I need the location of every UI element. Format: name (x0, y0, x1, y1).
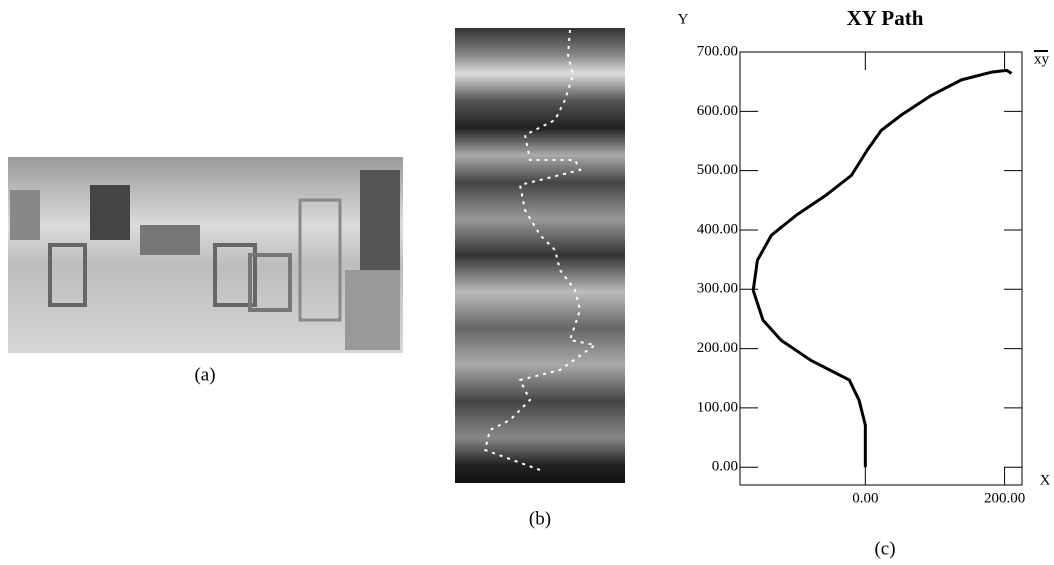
y-tick-label: 100.00 (697, 399, 738, 415)
xy-path (751, 68, 1013, 468)
photo (8, 157, 403, 353)
y-tick-label: 0.00 (712, 459, 738, 475)
plot-frame (739, 51, 1023, 486)
y-tick-label: 500.00 (697, 162, 738, 178)
legend-entry: xy (1034, 51, 1050, 67)
y-tick-label: 200.00 (697, 340, 738, 356)
y-axis-label: Y (678, 11, 689, 27)
x-tick-label: 200.00 (984, 490, 1025, 506)
caption: (c) (874, 538, 895, 559)
caption: (a) (194, 364, 215, 385)
y-tick-label: 300.00 (697, 281, 738, 297)
image-strip (455, 28, 625, 483)
chart-title: XY Path (847, 6, 924, 30)
caption: (b) (529, 508, 551, 529)
y-tick-label: 400.00 (697, 221, 738, 237)
y-tick-label: 600.00 (697, 103, 738, 119)
y-tick-label: 700.00 (697, 43, 738, 59)
x-axis-label: X (1040, 472, 1051, 488)
x-tick-label: 0.00 (852, 490, 878, 506)
